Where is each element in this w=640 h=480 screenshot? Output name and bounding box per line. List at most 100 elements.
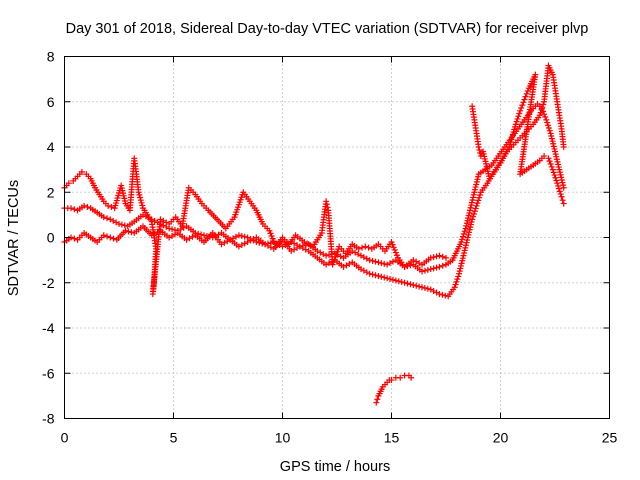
data-point-marker [539, 104, 546, 111]
data-point-marker [546, 127, 553, 134]
data-point-marker [135, 189, 142, 196]
data-point-marker [543, 116, 550, 123]
data-point-marker [541, 111, 548, 118]
data-point-marker [439, 253, 446, 260]
data-point-marker [235, 232, 242, 239]
data-point-marker [436, 252, 443, 259]
data-markers [61, 62, 567, 406]
data-point-marker [71, 206, 78, 213]
data-point-marker [366, 257, 373, 264]
data-point-marker [454, 276, 461, 283]
data-point-marker [451, 284, 458, 291]
data-point-marker [100, 214, 107, 221]
data-point-marker [522, 93, 529, 100]
data-point-marker [366, 270, 373, 277]
y-tick-label: 4 [47, 139, 55, 155]
data-point-marker [375, 259, 382, 266]
data-point-marker [443, 254, 449, 261]
data-point-marker [545, 124, 552, 131]
data-point-marker [81, 202, 88, 209]
data-point-marker [416, 283, 423, 290]
data-point-marker [424, 266, 431, 273]
chart-title: Day 301 of 2018, Sidereal Day-to-day VTE… [66, 21, 589, 37]
data-point-marker [241, 233, 248, 240]
data-point-marker [461, 228, 468, 235]
data-point-marker [436, 291, 443, 298]
data-point-marker [472, 205, 479, 212]
data-point-marker [381, 274, 388, 281]
data-point-marker [410, 282, 417, 289]
data-point-marker [369, 271, 376, 278]
data-point-marker [542, 114, 549, 121]
data-point-marker [560, 200, 567, 207]
data-point-marker [107, 234, 114, 241]
data-point-marker [198, 231, 205, 238]
data-point-marker [201, 232, 208, 239]
data-point-marker [516, 110, 523, 117]
data-point-marker [401, 279, 408, 286]
data-point-marker [424, 285, 431, 292]
data-point-marker [545, 122, 552, 129]
data-point-marker [427, 266, 434, 273]
data-point-marker [378, 260, 385, 267]
data-point-marker [520, 99, 527, 106]
y-tick-label: -4 [42, 320, 55, 336]
data-point-marker [545, 155, 552, 162]
data-point-marker [555, 185, 562, 192]
data-point-marker [392, 249, 399, 256]
data-point-marker [523, 90, 530, 97]
data-point-marker [84, 203, 91, 210]
data-point-marker [547, 160, 554, 167]
data-point-marker [104, 215, 111, 222]
data-point-marker [514, 115, 521, 122]
data-point-marker [125, 228, 132, 235]
data-point-marker [475, 197, 482, 204]
data-point-marker [136, 191, 143, 198]
data-point-marker [110, 235, 117, 242]
data-point-marker [138, 199, 145, 206]
data-point-marker [524, 88, 531, 95]
data-point-marker [517, 107, 524, 114]
data-point-marker [323, 252, 330, 259]
data-point-marker [560, 144, 567, 150]
data-point-marker [559, 197, 566, 204]
data-point-marker [407, 281, 414, 288]
data-point-marker [362, 243, 369, 250]
data-point-marker [355, 245, 362, 252]
data-point-marker [436, 263, 443, 270]
data-point-marker [104, 233, 111, 240]
data-point-marker [546, 158, 553, 165]
data-point-marker [474, 200, 481, 207]
data-point-marker [452, 281, 459, 288]
data-point-marker [439, 291, 446, 298]
data-point-marker [427, 254, 434, 261]
data-point-marker [266, 227, 273, 234]
data-point-marker [556, 188, 563, 195]
data-point-marker [555, 182, 562, 189]
data-point-marker [538, 106, 545, 113]
x-tick-label: 0 [61, 430, 69, 446]
data-point-marker [324, 204, 331, 211]
data-point-marker [381, 260, 388, 267]
data-point-marker [419, 284, 426, 291]
y-axis-label: SDTVAR / TECUs [6, 180, 22, 296]
data-point-marker [105, 202, 112, 209]
data-point-marker [560, 184, 567, 191]
data-point-marker [267, 230, 274, 237]
data-point-marker [137, 194, 144, 201]
data-point-marker [540, 101, 547, 108]
data-point-marker [421, 267, 428, 274]
data-point-marker [433, 253, 440, 260]
x-axis-label: GPS time / hours [280, 459, 390, 475]
data-point-marker [116, 220, 122, 227]
data-point-marker [65, 180, 72, 187]
data-point-marker [359, 244, 366, 251]
data-point-marker [513, 118, 520, 125]
data-point-marker [544, 119, 551, 126]
data-point-marker [378, 273, 385, 280]
x-tick-label: 5 [170, 430, 178, 446]
data-point-marker [515, 113, 522, 120]
data-point-marker [269, 235, 276, 242]
